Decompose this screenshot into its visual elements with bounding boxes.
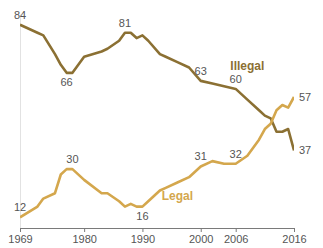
annotation: 32 — [230, 148, 242, 160]
annotation: 84 — [14, 9, 26, 21]
x-tick: 2000 — [189, 228, 213, 245]
annotation: 60 — [230, 73, 242, 85]
x-tick-mark — [84, 228, 85, 232]
annotation: 57 — [299, 91, 311, 103]
x-tick: 1980 — [72, 228, 96, 245]
annotation: 16 — [136, 210, 148, 222]
series-line — [20, 97, 294, 217]
x-tick: 2016 — [282, 228, 306, 245]
x-axis-line — [21, 228, 295, 229]
chart-svg: 1969 1980 1990 2000 2006 2016 Illegal Legal 84 66… — [0, 0, 323, 248]
chart-container: 1969 1980 1990 2000 2006 2016 Illegal Legal 84 66… — [0, 0, 323, 248]
x-tick-label: 2006 — [224, 233, 248, 245]
x-tick-label: 1990 — [131, 233, 155, 245]
x-tick-mark — [20, 228, 21, 232]
series-label: Illegal — [230, 59, 264, 73]
x-tick-mark — [201, 228, 202, 232]
x-tick: 1990 — [131, 228, 155, 245]
annotation: 37 — [299, 144, 311, 156]
x-tick-mark — [236, 228, 237, 232]
annotation: 31 — [195, 150, 207, 162]
x-axis: 1969 1980 1990 2000 2006 2016 — [8, 228, 306, 245]
plot-area — [20, 25, 294, 218]
annotation: 63 — [195, 65, 207, 77]
x-tick-label: 1980 — [72, 233, 96, 245]
series-line — [20, 25, 294, 151]
x-tick-label: 2016 — [282, 233, 306, 245]
y-axis-line — [20, 15, 21, 229]
annotation: 66 — [61, 76, 73, 88]
x-tick-mark — [294, 228, 295, 232]
x-tick-label: 2000 — [189, 233, 213, 245]
annotation: 30 — [66, 153, 78, 165]
labels: Illegal Legal 84 66 81 63 60 37 12 30 16 31 32 57 — [14, 9, 311, 222]
series-label: Legal — [162, 189, 193, 203]
annotation: 81 — [119, 17, 131, 29]
x-tick-mark — [142, 228, 143, 232]
x-tick-label: 1969 — [8, 233, 32, 245]
y-axis — [20, 15, 21, 229]
annotation: 12 — [14, 201, 26, 213]
x-tick: 1969 — [8, 228, 32, 245]
x-tick: 2006 — [224, 228, 248, 245]
